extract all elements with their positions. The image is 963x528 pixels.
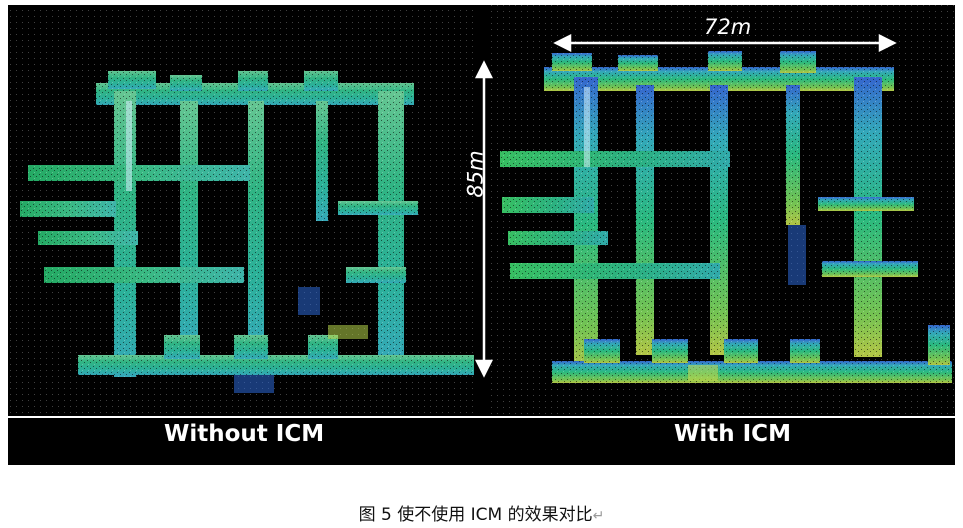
vertical-dimension-label: 85m: [464, 150, 488, 197]
horizontal-dimension-label: 72m: [704, 15, 751, 39]
comparison-figure: 72m 85m Without ICM With ICM: [8, 5, 955, 465]
label-with-icm: With ICM: [674, 421, 791, 447]
arrowhead-down-icon: [477, 361, 491, 375]
arrowhead-up-icon: [477, 63, 491, 77]
dimension-arrows: [8, 5, 955, 415]
label-without-icm: Without ICM: [164, 421, 324, 447]
return-mark-icon: ↵: [593, 508, 605, 524]
arrowhead-left-icon: [556, 36, 570, 50]
figure-caption: 图 5 使不使用 ICM 的效果对比↵: [0, 500, 963, 525]
arrowhead-right-icon: [880, 36, 894, 50]
panel-divider: [8, 416, 955, 418]
caption-text: 图 5 使不使用 ICM 的效果对比: [359, 505, 593, 525]
